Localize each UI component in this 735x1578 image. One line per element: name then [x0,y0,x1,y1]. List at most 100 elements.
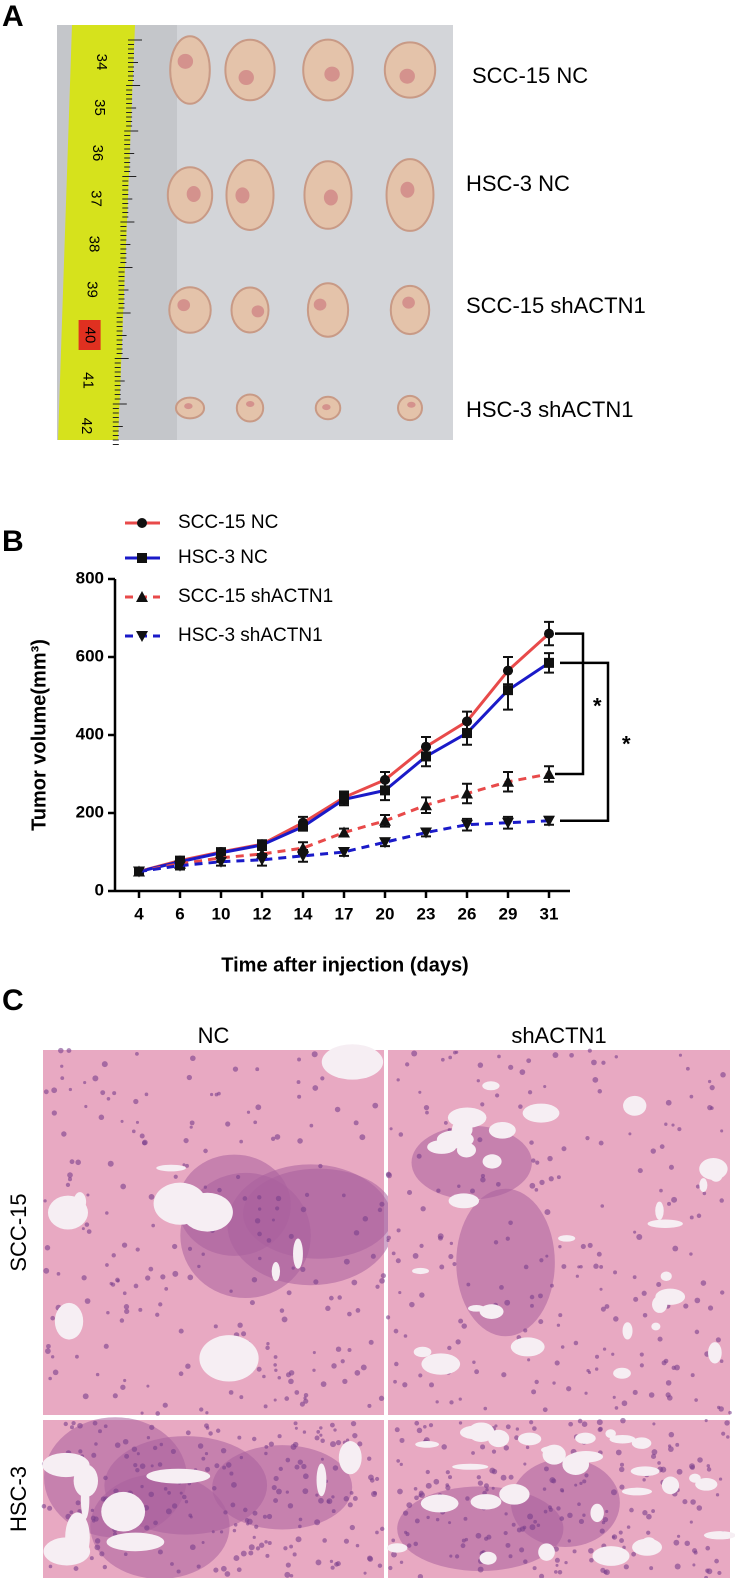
nucleus [519,1069,526,1075]
nucleus [254,1524,259,1529]
nucleus [318,1163,323,1169]
nucleus [539,1179,545,1186]
nucleus [471,1451,475,1455]
nucleus [631,1551,637,1557]
x-tick-label: 17 [335,904,354,923]
space [652,1295,668,1313]
nucleus [131,1446,138,1452]
nucleus [461,1323,467,1329]
nucleus [288,1378,294,1385]
nucleus [534,1379,539,1385]
nucleus [359,1134,366,1141]
nucleus [187,1274,194,1281]
nucleus [457,1184,461,1188]
marker [338,826,350,838]
nucleus [297,1138,303,1144]
tumor [235,393,265,423]
nucleus [291,1266,295,1270]
nucleus [569,1052,574,1058]
nucleus [449,1400,454,1405]
space [413,1346,432,1358]
nucleus [75,1354,79,1359]
nucleus [78,1449,83,1454]
nucleus [257,1195,262,1200]
nucleus [622,1545,626,1550]
ruler-number: 35 [91,99,108,116]
nucleus [555,1563,559,1567]
nucleus [252,1436,257,1442]
nucleus [676,1534,681,1538]
nucleus [217,1091,221,1096]
nucleus [349,1524,355,1531]
nucleus [413,1541,419,1547]
nucleus [248,1550,254,1556]
nucleus [491,1486,495,1490]
nucleus [666,1395,673,1401]
nucleus [75,1500,81,1506]
nucleus [696,1213,702,1219]
nucleus [67,1172,73,1178]
space [660,1271,672,1281]
nucleus [246,1110,251,1114]
nucleus [685,1066,690,1071]
nucleus [399,1462,403,1466]
nucleus [671,1123,675,1127]
nucleus [352,1433,358,1439]
nucleus [455,1339,461,1345]
nucleus [148,1491,155,1498]
nucleus [188,1513,193,1518]
nucleus [299,1401,305,1407]
nucleus [573,1340,579,1346]
nucleus [112,1091,117,1096]
nucleus [60,1076,65,1080]
nucleus [398,1132,404,1137]
nucleus [406,1502,413,1509]
nucleus [375,1284,380,1289]
nucleus [148,1193,155,1200]
nucleus [315,1559,322,1566]
nucleus [123,1378,127,1383]
series-line [138,772,550,873]
nucleus [232,1528,237,1533]
nucleus [184,1500,189,1504]
nucleus [355,1308,361,1313]
nucleus [162,1402,168,1408]
nucleus [378,1395,385,1401]
histology-image [43,1044,394,1416]
space [488,1122,516,1139]
nucleus [396,1228,401,1233]
nucleus [411,1050,418,1057]
significance-label: * [622,732,631,757]
nucleus [558,1313,563,1318]
nucleus [529,1294,535,1300]
x-tick-label: 29 [499,904,518,923]
marker [420,827,432,839]
nucleus [385,1315,391,1320]
row-label: SCC-15 [6,1193,31,1271]
y-tick-label: 200 [76,802,104,821]
nucleus [486,1534,492,1540]
nucleus [614,1406,619,1410]
space [386,1543,408,1553]
nucleus [448,1475,453,1480]
nucleus [258,1542,265,1548]
nucleus [584,1473,589,1478]
space [592,1546,630,1566]
nucleus [461,1538,466,1543]
nucleus [604,1569,610,1576]
nucleus [480,1102,485,1107]
nucleus [197,1264,201,1269]
row-label: HSC-3 [6,1466,31,1532]
marker [379,814,391,826]
nucleus [41,1503,47,1509]
nucleus [720,1129,724,1133]
nucleus [636,1233,643,1240]
nucleus [519,1547,525,1553]
nucleus [262,1374,266,1379]
nucleus [295,1536,302,1543]
tumor [168,286,212,334]
nucleus [159,1442,164,1447]
space [65,1512,90,1563]
space [482,1081,500,1091]
